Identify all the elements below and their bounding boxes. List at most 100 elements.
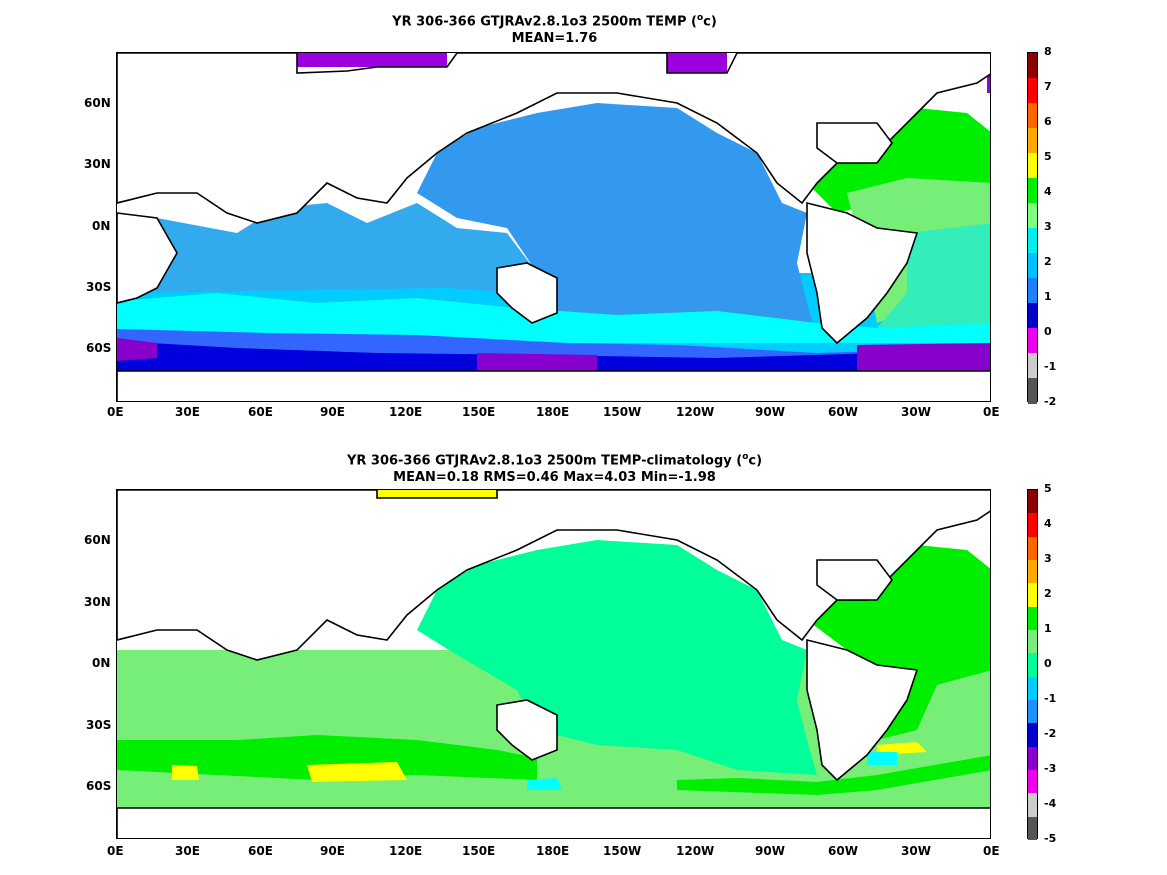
colorbar-tick-label: 7 [1044, 80, 1052, 93]
panel1-title-tail: c) [703, 14, 717, 30]
colorbar-segment [1028, 746, 1037, 771]
colorbar-tick-label: 5 [1044, 150, 1052, 163]
colorbar-segment [1028, 278, 1037, 304]
colorbar-tick-label: -3 [1044, 762, 1057, 775]
colorbar-tick-label: 1 [1044, 622, 1052, 635]
p1-atlantic-south [877, 223, 990, 328]
p1-land [117, 53, 990, 401]
colorbar-tick-label: 5 [1044, 482, 1052, 495]
p1-lat-60N: 60N [84, 96, 111, 110]
colorbar-tick-label: 2 [1044, 255, 1052, 268]
p1-lat-60S: 60S [86, 341, 112, 355]
p1-pacific-ocean [417, 103, 817, 343]
p1-lon-label: 60E [248, 405, 273, 419]
p2-lon-label: 0E [107, 844, 124, 858]
colorbar-segment [1028, 203, 1037, 229]
colorbar-segment [1028, 700, 1037, 724]
panel2-subtitle: MEAN=0.18 RMS=0.46 Max=4.03 Min=-1.98 [393, 470, 716, 486]
colorbar-tick-label: 3 [1044, 552, 1052, 565]
colorbar-segment [1028, 793, 1037, 818]
panel2-title-sup: o [742, 452, 749, 462]
p1-lon-label: 90W [755, 405, 785, 419]
colorbar-tick-label: 3 [1044, 220, 1052, 233]
p1-lat-30S: 30S [86, 280, 112, 294]
colorbar-tick-label: 6 [1044, 115, 1052, 128]
p1-lon-label: 60W [828, 405, 858, 419]
colorbar-tick-label: 4 [1044, 517, 1052, 530]
colorbar-segment [1028, 378, 1037, 404]
panel1-title-sup: o [696, 13, 704, 23]
p2-colorbar [1027, 489, 1038, 841]
colorbar-segment [1028, 653, 1037, 678]
p1-southern-band1 [117, 293, 990, 343]
colorbar-segment [1028, 536, 1037, 561]
colorbar-tick-label: -2 [1044, 395, 1057, 408]
panel2-title-line1: YR 306-366 GTJRAv2.8.1o3 2500m TEMP-clim… [346, 453, 743, 469]
colorbar-tick-label: -2 [1044, 727, 1057, 740]
colorbar-segment [1028, 770, 1037, 794]
p1-lon-label: 30W [901, 405, 931, 419]
p2-lon-label: 90W [755, 844, 785, 858]
colorbar-segment [1028, 676, 1037, 701]
colorbar-segment [1028, 178, 1037, 204]
p2-land [117, 490, 990, 838]
panel2-title-tail: c) [748, 453, 763, 469]
colorbar-segment [1028, 228, 1037, 254]
p1-lon-label: 150W [603, 405, 642, 419]
p2-lon-label: 150E [462, 844, 496, 858]
panel1-map [116, 52, 991, 402]
p2-lat-0N: 0N [92, 656, 111, 670]
p2-lon-label: 90E [320, 844, 345, 858]
p1-lon-label: 180E [536, 405, 570, 419]
p2-lat-30S: 30S [86, 718, 112, 732]
colorbar-tick-label: -1 [1044, 360, 1057, 373]
colorbar-segment [1028, 490, 1037, 514]
p1-lon-label: 0E [107, 405, 124, 419]
colorbar-tick-label: -4 [1044, 797, 1057, 810]
p2-lon-label: 120W [676, 844, 715, 858]
colorbar-segment [1028, 53, 1037, 79]
colorbar-segment [1028, 816, 1037, 841]
colorbar-tick-label: -1 [1044, 692, 1057, 705]
panel2-map [116, 489, 991, 839]
panel1-subtitle: MEAN=1.76 [511, 31, 598, 47]
p1-lon-label: 0E [983, 405, 1000, 419]
colorbar-tick-label: 2 [1044, 587, 1052, 600]
p1-indian-ocean [117, 203, 537, 293]
p2-lon-label: 30W [901, 844, 931, 858]
colorbar-segment [1028, 560, 1037, 584]
p2-lon-label: 180E [536, 844, 570, 858]
colorbar-tick-label: 8 [1044, 45, 1052, 58]
p1-lon-label: 30E [175, 405, 200, 419]
colorbar-tick-label: 0 [1044, 657, 1052, 670]
p2-pacific-ocean [417, 540, 817, 775]
p1-colorbar [1027, 52, 1038, 404]
colorbar-segment [1028, 328, 1037, 354]
colorbar-segment [1028, 253, 1037, 279]
p2-lon-label: 60W [828, 844, 858, 858]
p2-lon-label: 0E [983, 844, 1000, 858]
p1-lon-label: 150E [462, 405, 496, 419]
p1-antarctic-deep [117, 338, 990, 371]
colorbar-tick-label: 1 [1044, 290, 1052, 303]
colorbar-segment [1028, 513, 1037, 538]
panel1-title: YR 306-366 GTJRAv2.8.1o3 2500m TEMP (oc)… [117, 10, 992, 47]
colorbar-segment [1028, 78, 1037, 104]
panel1-title-line1: YR 306-366 GTJRAv2.8.1o3 2500m TEMP ( [392, 14, 697, 30]
panel1-map-svg [117, 53, 990, 401]
p1-lat-30N: 30N [84, 157, 111, 171]
p2-lon-label: 120E [389, 844, 423, 858]
colorbar-segment [1028, 583, 1037, 608]
colorbar-segment [1028, 630, 1037, 654]
panel2-map-svg [117, 490, 990, 838]
colorbar-tick-label: 4 [1044, 185, 1052, 198]
colorbar-segment [1028, 303, 1037, 329]
p2-lon-label: 150W [603, 844, 642, 858]
panel2-title: YR 306-366 GTJRAv2.8.1o3 2500m TEMP-clim… [117, 449, 992, 486]
p1-lat-0N: 0N [92, 219, 111, 233]
colorbar-segment [1028, 723, 1037, 748]
p1-lon-label: 120E [389, 405, 423, 419]
colorbar-segment [1028, 103, 1037, 129]
p2-lon-label: 60E [248, 844, 273, 858]
colorbar-tick-label: -5 [1044, 832, 1057, 845]
